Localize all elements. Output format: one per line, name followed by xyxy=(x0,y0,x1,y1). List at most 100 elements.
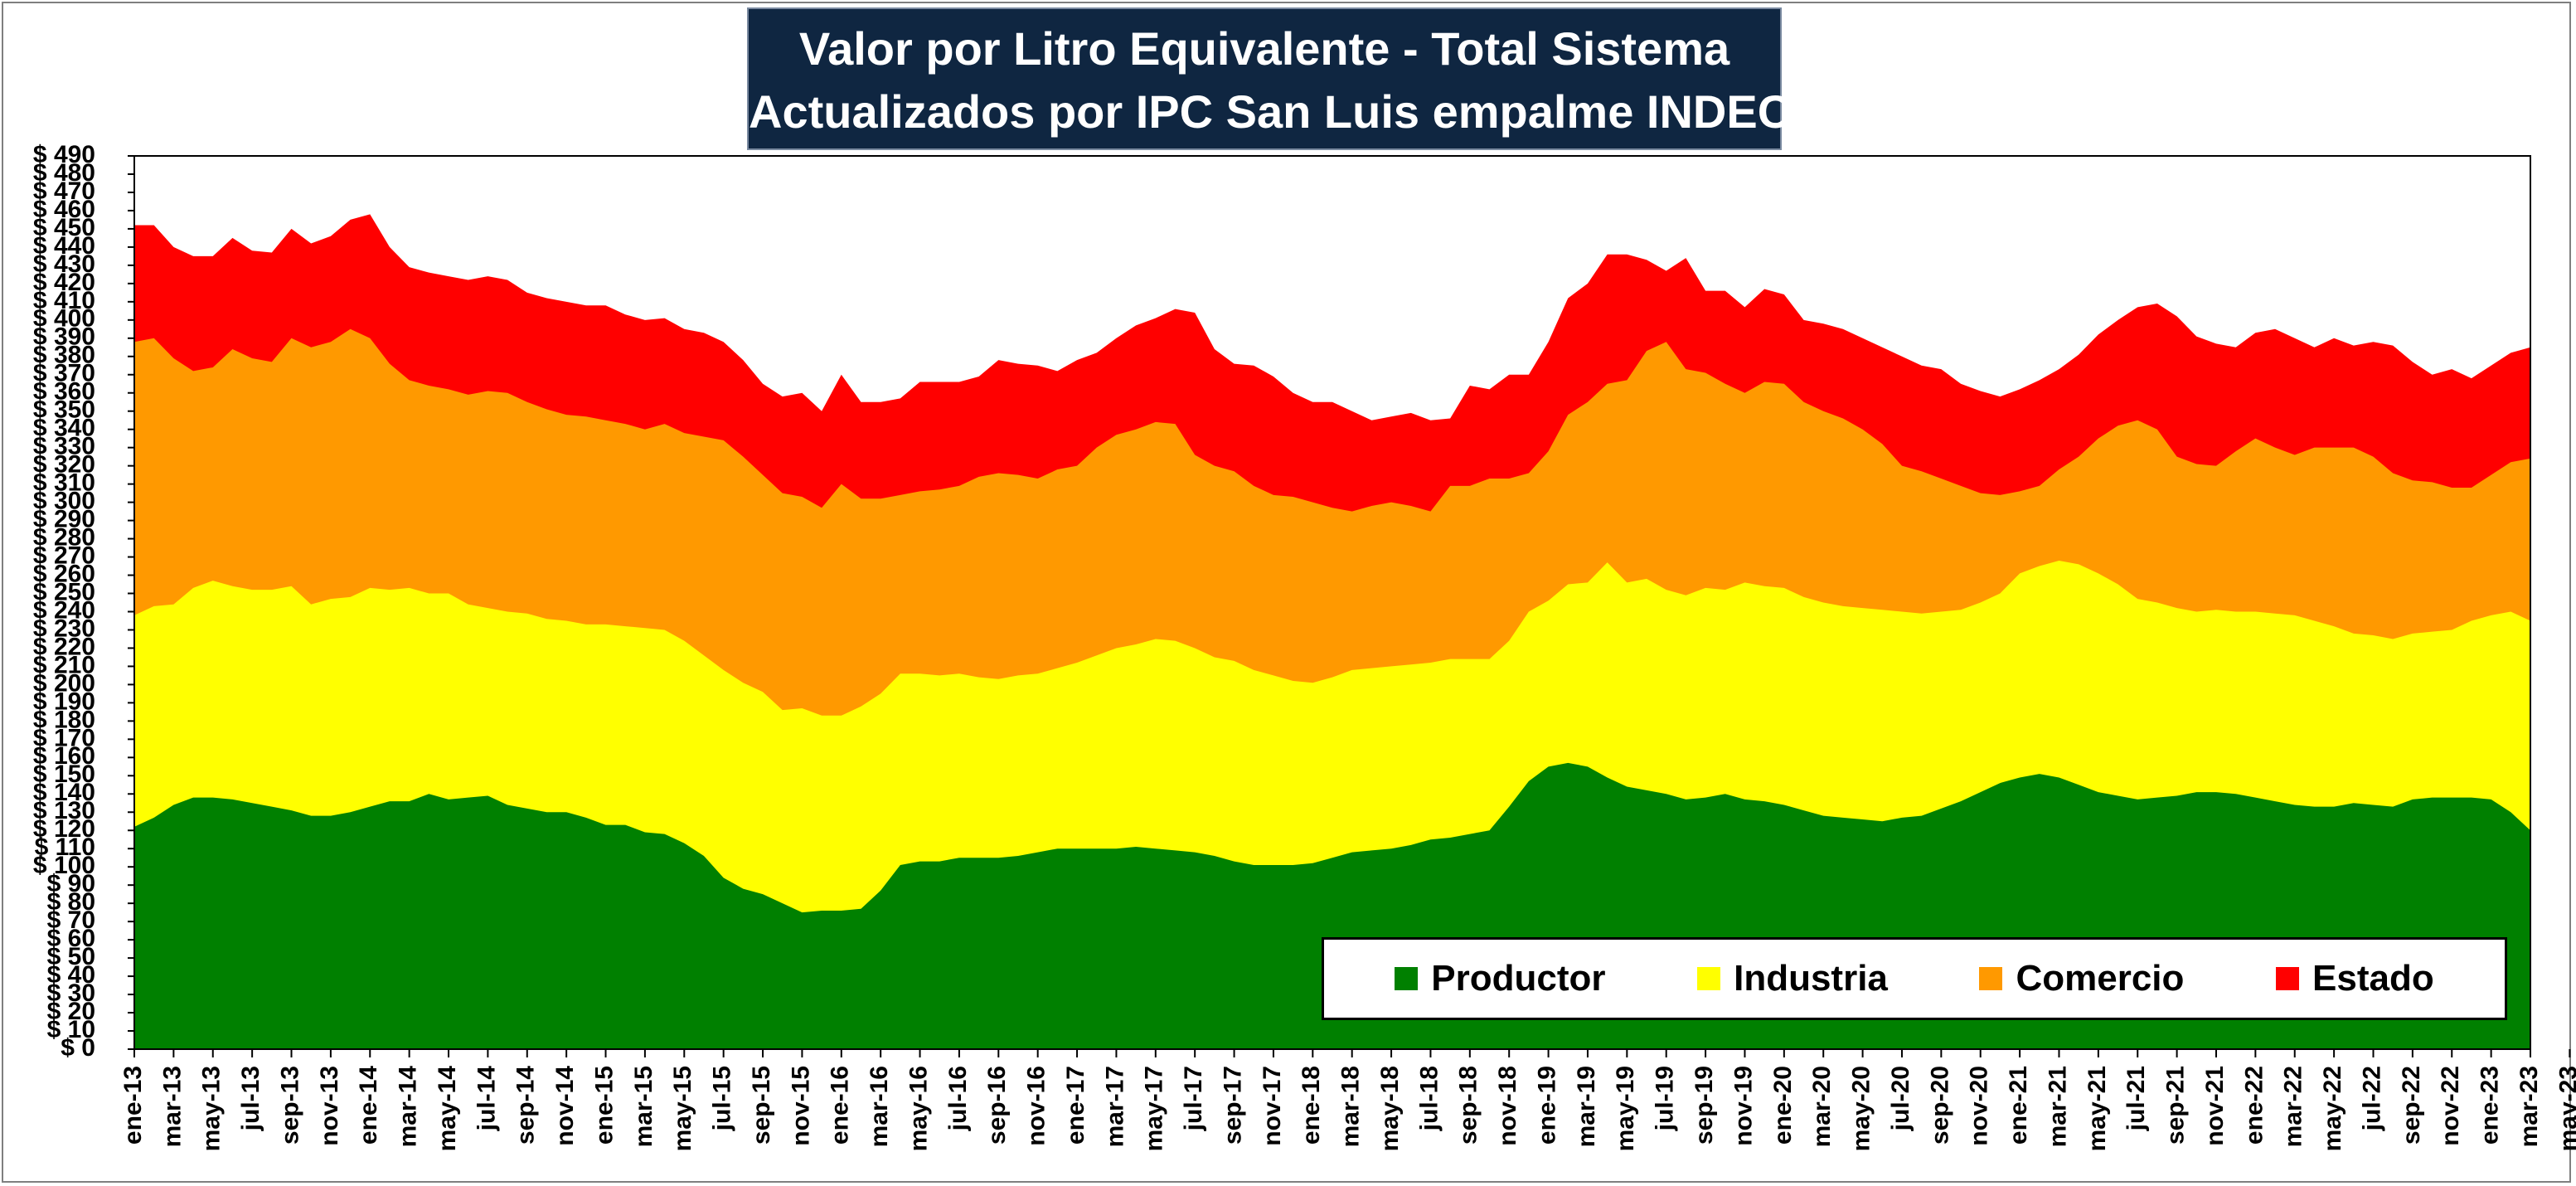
y-tick-label: $ 320 xyxy=(33,451,95,479)
y-tick-label: $ 60 xyxy=(47,925,95,952)
x-tick-label: sep-15 xyxy=(748,1066,775,1145)
y-tick-label: $ 0 xyxy=(61,1034,95,1062)
x-tick-label: may-18 xyxy=(1376,1066,1404,1151)
x-tick-label: nov-18 xyxy=(1494,1066,1521,1146)
y-tick-label: $ 100 xyxy=(33,852,95,879)
y-tick-label: $ 290 xyxy=(33,506,95,533)
x-tick-label: mar-14 xyxy=(395,1066,422,1148)
y-tick-label: $ 140 xyxy=(33,779,95,806)
y-tick-label: $ 420 xyxy=(33,269,95,296)
y-tick-label: $ 40 xyxy=(47,961,95,989)
x-tick-label: mar-20 xyxy=(1808,1066,1836,1147)
y-tick-label: $ 490 xyxy=(33,141,95,168)
y-tick-label: $ 160 xyxy=(33,742,95,770)
y-tick-label: $ 170 xyxy=(33,724,95,751)
x-tick-label: nov-20 xyxy=(1966,1066,1993,1146)
legend-item-industria: Industria xyxy=(1697,958,1888,999)
x-tick-label: nov-19 xyxy=(1729,1066,1757,1146)
y-tick-label: $ 10 xyxy=(47,1016,95,1043)
chart-legend: Productor Industria Comercio Estado xyxy=(1322,937,2507,1020)
x-tick-label: may-16 xyxy=(905,1066,932,1151)
x-tick-label: nov-21 xyxy=(2201,1066,2229,1146)
x-tick-label: may-21 xyxy=(2084,1066,2111,1151)
x-tick-label: mar-22 xyxy=(2280,1066,2307,1147)
x-tick-label: ene-23 xyxy=(2477,1066,2504,1145)
y-tick-label: $ 50 xyxy=(47,943,95,970)
y-tick-label: $ 130 xyxy=(33,797,95,824)
x-tick-label: mar-15 xyxy=(630,1066,657,1147)
x-tick-label: jul-20 xyxy=(1887,1066,1914,1131)
y-tick-label: $ 110 xyxy=(35,834,95,861)
y-tick-label: $ 20 xyxy=(47,998,95,1025)
x-tick-label: jul-18 xyxy=(1415,1066,1443,1131)
x-tick-label: ene-19 xyxy=(1533,1066,1560,1145)
x-tick-label: sep-22 xyxy=(2398,1066,2425,1145)
y-tick-label: $ 450 xyxy=(33,214,95,241)
y-tick-label: $ 250 xyxy=(33,578,95,605)
x-tick-label: nov-14 xyxy=(551,1066,579,1146)
y-tick-label: $ 380 xyxy=(33,342,95,369)
x-tick-label: jul-13 xyxy=(237,1066,264,1131)
x-tick-label: ene-17 xyxy=(1062,1066,1089,1145)
y-tick-label: $ 440 xyxy=(33,232,95,260)
x-tick-label: mar-21 xyxy=(2044,1066,2071,1147)
x-tick-label: may-14 xyxy=(434,1066,461,1152)
y-tick-label: $ 180 xyxy=(33,706,95,733)
y-tick-label: $ 480 xyxy=(33,159,95,187)
x-tick-label: jul-22 xyxy=(2358,1066,2385,1131)
y-tick-label: $ 260 xyxy=(33,560,95,587)
y-tick-label: $ 90 xyxy=(47,870,95,897)
y-tick-label: $ 30 xyxy=(47,979,95,1007)
x-tick-label: sep-14 xyxy=(512,1066,540,1145)
x-tick-label: ene-14 xyxy=(355,1066,382,1145)
x-tick-label: ene-20 xyxy=(1769,1066,1797,1145)
y-tick-label: $ 460 xyxy=(33,196,95,223)
x-tick-label: jul-16 xyxy=(944,1066,972,1131)
x-tick-label: mar-18 xyxy=(1337,1066,1365,1147)
legend-swatch xyxy=(1697,967,1721,990)
x-tick-label: sep-20 xyxy=(1926,1066,1953,1145)
x-tick-label: sep-21 xyxy=(2162,1066,2190,1145)
y-tick-label: $ 330 xyxy=(33,433,95,460)
legend-swatch xyxy=(1979,967,2003,990)
x-tick-label: may-17 xyxy=(1141,1066,1168,1151)
x-tick-label: sep-17 xyxy=(1219,1066,1246,1145)
y-tick-label: $ 70 xyxy=(47,907,95,934)
x-tick-label: jul-15 xyxy=(709,1066,736,1131)
x-tick-label: sep-13 xyxy=(276,1066,303,1145)
plot-border xyxy=(133,155,2531,1050)
x-tick-label: nov-17 xyxy=(1259,1066,1286,1146)
y-tick-label: $ 190 xyxy=(33,688,95,715)
y-tick-label: $ 200 xyxy=(33,669,95,697)
x-tick-label: nov-16 xyxy=(1023,1066,1050,1146)
x-tick-label: mar-17 xyxy=(1101,1066,1128,1147)
x-tick-label: jul-19 xyxy=(1652,1066,1679,1131)
y-tick-label: $ 240 xyxy=(33,596,95,624)
y-tick-label: $ 150 xyxy=(33,761,95,788)
x-tick-label: ene-15 xyxy=(590,1066,618,1145)
legend-item-estado: Estado xyxy=(2276,958,2434,999)
x-tick-label: ene-22 xyxy=(2240,1066,2268,1145)
legend-item-productor: Productor xyxy=(1395,958,1606,999)
x-tick-label: mar-23 xyxy=(2515,1066,2543,1147)
y-tick-label: $ 80 xyxy=(47,888,95,916)
x-tick-label: jul-14 xyxy=(473,1066,500,1132)
y-tick-label: $ 230 xyxy=(33,615,95,642)
chart-subtitle: Actualizados por IPC San Luis empalme IN… xyxy=(749,85,1792,138)
y-tick-label: $ 360 xyxy=(33,378,95,406)
legend-label: Industria xyxy=(1734,958,1888,999)
y-tick-label: $ 410 xyxy=(33,287,95,314)
y-tick-label: $ 390 xyxy=(33,323,95,351)
x-tick-label: ene-21 xyxy=(2005,1066,2032,1145)
y-tick-label: $ 430 xyxy=(33,250,95,278)
y-tick-label: $ 340 xyxy=(33,415,95,442)
y-tick-label: $ 120 xyxy=(33,815,95,843)
legend-swatch xyxy=(1395,967,1419,990)
y-tick-label: $ 310 xyxy=(33,469,95,497)
x-tick-label: nov-22 xyxy=(2437,1066,2464,1146)
legend-label: Comercio xyxy=(2016,958,2185,999)
legend-item-comercio: Comercio xyxy=(1979,958,2184,999)
